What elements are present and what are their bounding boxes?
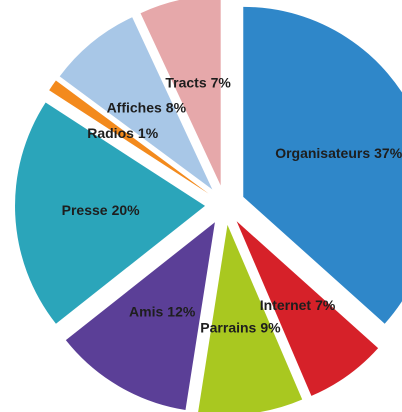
- pie-slice: [49, 80, 209, 194]
- slice-value: 7%: [211, 74, 232, 90]
- slice-value: 9%: [260, 319, 281, 335]
- slice-value: 12%: [167, 303, 196, 319]
- pie-slice: [65, 222, 215, 410]
- slice-category: Tracts: [165, 74, 206, 90]
- slice-label: Affiches 8%: [107, 99, 187, 115]
- pie-slice: [198, 224, 303, 412]
- slice-category: Internet: [260, 297, 312, 313]
- slice-category: Amis: [129, 303, 163, 319]
- slice-value: 37%: [374, 145, 402, 161]
- slice-label: Presse 20%: [62, 202, 141, 218]
- slice-value: 8%: [166, 99, 187, 115]
- slice-category: Affiches: [107, 99, 162, 115]
- slice-value: 20%: [112, 202, 141, 218]
- pie-slice: [236, 221, 379, 396]
- slice-label: Tracts 7%: [165, 74, 231, 90]
- slice-category: Parrains: [200, 319, 256, 335]
- slice-label: Radios 1%: [87, 125, 158, 141]
- slice-value: 1%: [138, 125, 159, 141]
- slice-category: Presse: [62, 202, 108, 218]
- slice-label: Organisateurs 37%: [275, 145, 402, 161]
- pie-slice: [15, 102, 206, 324]
- slice-category: Organisateurs: [275, 145, 370, 161]
- slice-label: Parrains 9%: [200, 319, 281, 335]
- slice-category: Radios: [87, 125, 134, 141]
- pie-slice: [243, 6, 402, 324]
- slice-label: Amis 12%: [129, 303, 196, 319]
- slice-label: Internet 7%: [260, 297, 336, 313]
- pie-slice: [140, 0, 221, 186]
- slice-value: 7%: [315, 297, 336, 313]
- pie-slice: [59, 17, 213, 190]
